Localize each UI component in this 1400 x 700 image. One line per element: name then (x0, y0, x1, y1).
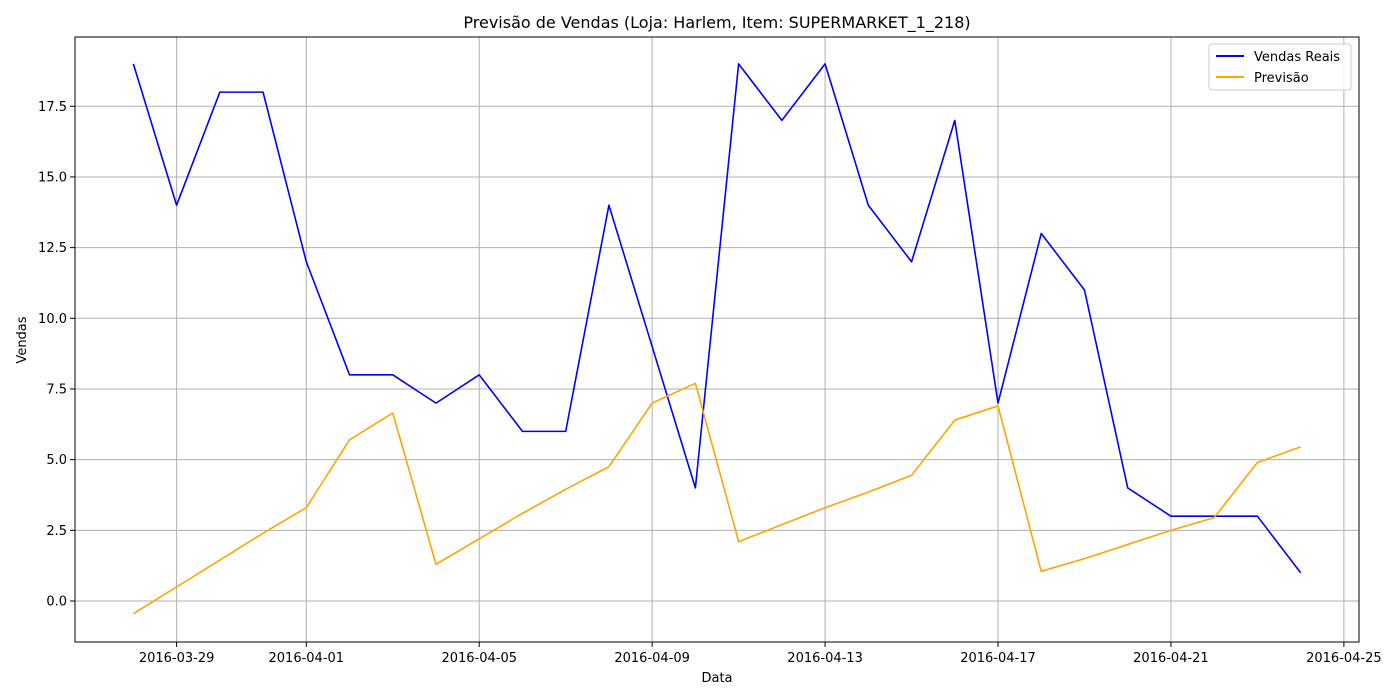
y-axis-ticks: 0.0 2.5 5.0 7.5 10.0 12.5 15.0 17.5 (38, 100, 75, 610)
series-line-vendas-reais (132, 63, 1302, 574)
x-tick-label: 2016-04-21 (1133, 651, 1209, 666)
x-tick-label: 2016-04-13 (787, 651, 863, 666)
series-line-previsao (132, 382, 1301, 615)
y-tick-label: 10.0 (38, 312, 67, 327)
x-tick-label: 2016-03-29 (139, 651, 215, 666)
y-tick-label: 7.5 (46, 382, 67, 397)
grid-lines (75, 37, 1359, 642)
x-tick-label: 2016-04-05 (441, 651, 517, 666)
x-tick-label: 2016-04-09 (614, 651, 690, 666)
chart-title: Previsão de Vendas (Loja: Harlem, Item: … (463, 13, 970, 33)
x-tick-label: 2016-04-25 (1306, 651, 1382, 666)
y-tick-label: 2.5 (46, 524, 67, 539)
y-tick-label: 5.0 (46, 453, 67, 468)
plot-frame (74, 36, 1360, 643)
y-tick-label: 12.5 (38, 241, 67, 256)
x-axis-ticks: 2016-03-29 2016-04-01 2016-04-05 2016-04-09… (139, 642, 1382, 666)
legend: Vendas Reais Previsão (1208, 43, 1352, 91)
legend-entry-previsao: Previsão (1254, 71, 1309, 86)
y-axis-label: Vendas (15, 316, 30, 363)
y-tick-label: 0.0 (46, 595, 67, 610)
series-lines (132, 63, 1302, 615)
x-tick-label: 2016-04-01 (269, 651, 345, 666)
y-tick-label: 15.0 (38, 170, 67, 185)
x-tick-label: 2016-04-17 (960, 651, 1036, 666)
legend-entry-vendas-reais: Vendas Reais (1254, 50, 1340, 65)
x-axis-label: Data (701, 671, 732, 686)
y-tick-label: 17.5 (38, 100, 67, 115)
legend-box (1208, 43, 1352, 91)
